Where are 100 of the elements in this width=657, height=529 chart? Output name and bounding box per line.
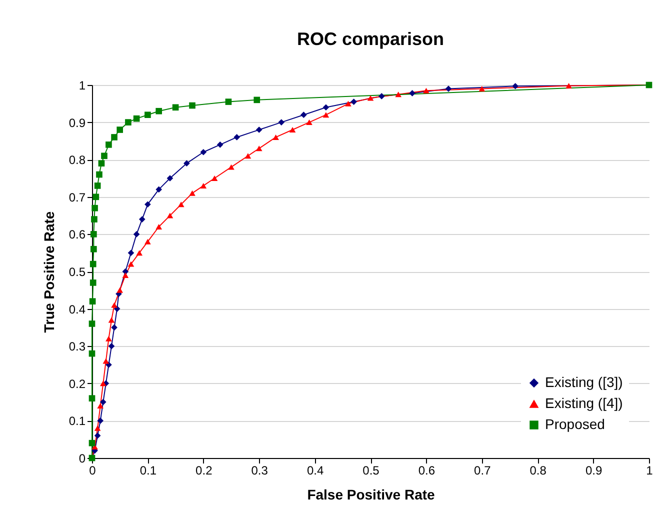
point [111, 324, 118, 331]
point [156, 108, 162, 114]
point [138, 216, 146, 222]
point [133, 115, 140, 122]
point [166, 212, 174, 218]
point [156, 224, 162, 230]
x-tick-label: 0.9 [585, 464, 602, 478]
point [322, 112, 330, 118]
point [102, 358, 110, 364]
point [88, 320, 96, 327]
point [122, 272, 129, 278]
y-tick-label: 0.6 [68, 228, 86, 242]
point [100, 398, 106, 406]
point [189, 190, 196, 196]
y-tick-label: 0.9 [68, 116, 86, 130]
point [200, 148, 207, 156]
x-tick-label: 0.4 [306, 464, 324, 478]
y-tick-label: 0.8 [68, 153, 86, 168]
point [244, 153, 252, 159]
point [409, 90, 416, 96]
point [289, 127, 296, 132]
y-tick-label: 0.5 [68, 265, 86, 279]
point [211, 176, 218, 181]
chart-title: ROC comparison [296, 29, 444, 49]
point [395, 92, 402, 98]
x-tick-label: 0.6 [418, 464, 436, 478]
point [178, 202, 184, 208]
y-tick-label: 0 [78, 452, 86, 466]
point [111, 302, 118, 308]
point [350, 98, 357, 105]
y-tick-label: 0.7 [68, 190, 86, 204]
point [101, 152, 108, 160]
point [96, 171, 102, 178]
point [512, 82, 518, 90]
point [94, 425, 101, 431]
point [136, 250, 143, 256]
point [94, 182, 101, 189]
point [189, 102, 196, 109]
point [89, 298, 96, 305]
point [111, 134, 118, 140]
point [97, 418, 104, 424]
point [228, 164, 234, 170]
legend-label: Existing ([3]) [545, 374, 623, 390]
point [100, 380, 106, 386]
x-tick-label: 0.3 [251, 464, 268, 478]
point [106, 336, 112, 342]
point [90, 231, 97, 238]
point [128, 261, 134, 267]
point [88, 440, 96, 446]
point [128, 250, 134, 256]
y-tick-label: 0.4 [68, 302, 86, 316]
point [423, 88, 430, 94]
point [306, 120, 312, 126]
point [367, 95, 374, 101]
point [278, 119, 285, 126]
y-axis-title: True Positive Rate [40, 211, 57, 333]
point [256, 126, 262, 133]
x-tick-label: 0.2 [196, 464, 213, 478]
point [108, 342, 115, 350]
point [184, 160, 190, 166]
point [144, 201, 151, 208]
y-tick-label: 0.3 [68, 340, 86, 354]
point [234, 134, 240, 140]
point [378, 93, 385, 100]
point [566, 83, 572, 88]
point [300, 112, 307, 118]
point [156, 186, 162, 193]
point [272, 134, 279, 140]
point [478, 86, 486, 92]
point [98, 160, 105, 166]
x-tick-label: 0.7 [474, 464, 492, 478]
point [90, 260, 96, 268]
point [172, 104, 179, 111]
point [133, 231, 140, 238]
point [91, 216, 98, 222]
legend-label: Existing ([4]) [545, 395, 623, 411]
point [97, 403, 104, 409]
x-tick-label: 0.1 [140, 464, 157, 478]
y-tick-label: 0.2 [68, 376, 86, 391]
point [345, 100, 352, 106]
point [116, 126, 124, 133]
x-tick-label: 1 [646, 464, 654, 478]
point [88, 350, 96, 357]
x-tick-label: 0.8 [530, 464, 547, 478]
point [254, 96, 260, 104]
point [108, 317, 115, 323]
x-tick-label: 0.5 [362, 464, 380, 478]
point [90, 246, 97, 252]
point [144, 238, 151, 244]
point [200, 182, 207, 188]
point [216, 142, 224, 148]
point [94, 432, 101, 439]
point [106, 142, 112, 148]
legend-label: Proposed [545, 416, 605, 432]
point [166, 175, 174, 182]
point [116, 287, 124, 293]
point [256, 146, 262, 152]
point [88, 395, 96, 402]
point [225, 98, 232, 105]
point [125, 119, 132, 126]
